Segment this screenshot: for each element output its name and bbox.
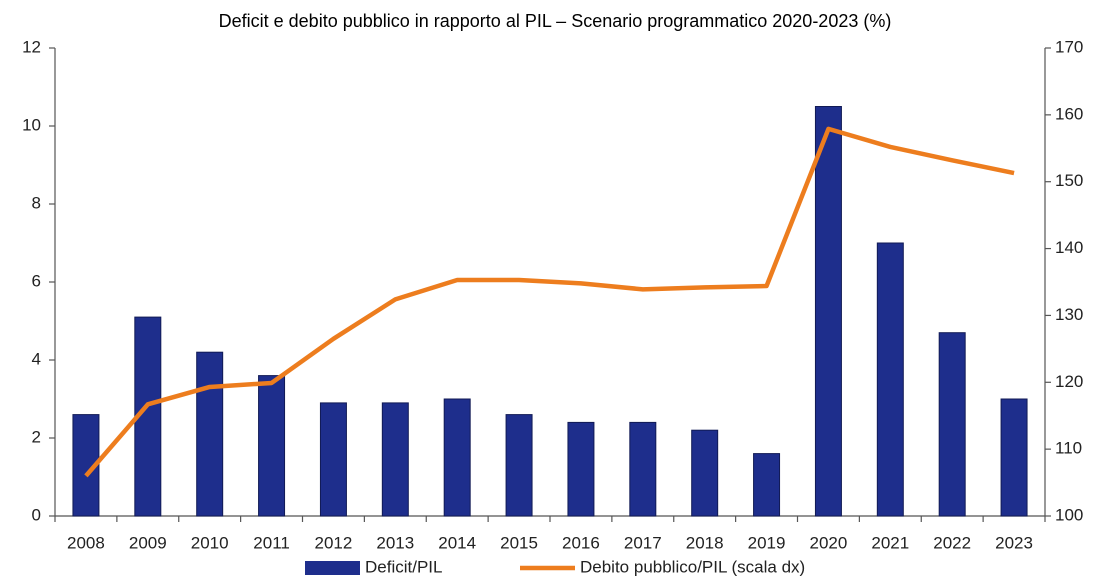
chart-title: Deficit e debito pubblico in rapporto al…: [219, 11, 892, 31]
x-tick-label: 2018: [686, 533, 724, 552]
x-tick-label: 2009: [129, 533, 167, 552]
x-tick-label: 2013: [376, 533, 414, 552]
y2-tick-label: 130: [1055, 305, 1083, 324]
bar: [691, 429, 719, 517]
y2-tick-label: 170: [1055, 37, 1083, 56]
bar: [876, 242, 904, 517]
y-tick-label: 8: [32, 193, 41, 212]
y2-tick-label: 120: [1055, 372, 1083, 391]
x-tick-label: 2021: [871, 533, 909, 552]
y2-tick-label: 100: [1055, 505, 1083, 524]
legend-swatch: [305, 561, 360, 575]
x-tick-label: 2015: [500, 533, 538, 552]
y-tick-label: 4: [32, 349, 41, 368]
bar: [196, 351, 224, 517]
x-tick-label: 2011: [253, 533, 290, 552]
legend-label: Debito pubblico/PIL (scala dx): [580, 557, 805, 576]
y-tick-label: 12: [22, 37, 41, 56]
x-tick-label: 2017: [624, 533, 662, 552]
bar: [938, 332, 966, 517]
bar: [505, 414, 533, 517]
x-tick-label: 2022: [933, 533, 971, 552]
x-tick-label: 2012: [315, 533, 353, 552]
bar: [1000, 398, 1028, 517]
x-tick-label: 2016: [562, 533, 600, 552]
y-tick-label: 0: [32, 505, 41, 524]
bar: [567, 421, 595, 517]
x-tick-label: 2023: [995, 533, 1033, 552]
x-tick-label: 2010: [191, 533, 229, 552]
bar: [753, 453, 781, 517]
bar: [629, 421, 657, 517]
y2-tick-label: 160: [1055, 104, 1083, 123]
x-tick-label: 2019: [748, 533, 786, 552]
bar: [443, 398, 471, 517]
x-tick-label: 2020: [810, 533, 848, 552]
line: [84, 126, 1015, 478]
y-tick-label: 10: [22, 115, 41, 134]
y-tick-label: 2: [32, 427, 41, 446]
bar: [814, 106, 842, 517]
y-tick-label: 6: [32, 271, 41, 290]
bar: [319, 402, 347, 517]
bar: [258, 375, 286, 517]
x-tick-label: 2008: [67, 533, 105, 552]
y2-tick-label: 140: [1055, 238, 1083, 257]
bar: [381, 402, 409, 517]
legend-label: Deficit/PIL: [365, 557, 442, 576]
y2-tick-label: 110: [1055, 439, 1082, 458]
y2-tick-label: 150: [1055, 171, 1083, 190]
x-tick-label: 2014: [438, 533, 476, 552]
